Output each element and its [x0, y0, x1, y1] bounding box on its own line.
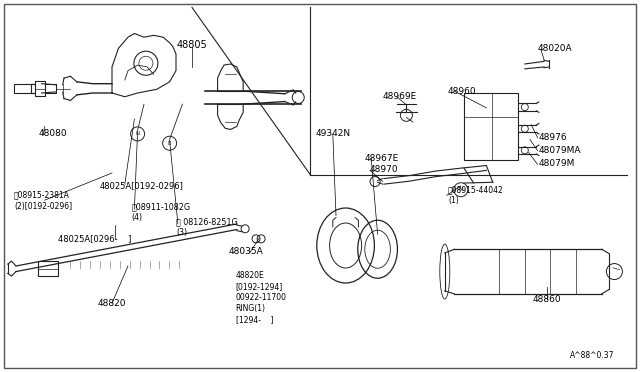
Text: 48820E
[0192-1294]
00922-11700
RING(1)
[1294-    ]: 48820E [0192-1294] 00922-11700 RING(1) […: [236, 271, 287, 324]
Text: ⓜ08915-44042
(1): ⓜ08915-44042 (1): [448, 185, 504, 205]
Text: 48860: 48860: [533, 295, 561, 304]
Text: Ⓑ 08126-8251G
(3): Ⓑ 08126-8251G (3): [176, 217, 237, 237]
Text: 49342N: 49342N: [316, 129, 350, 138]
Text: 48035A: 48035A: [229, 247, 264, 256]
Text: 48969E: 48969E: [382, 92, 417, 101]
Text: 48970: 48970: [370, 165, 399, 174]
Text: 48805: 48805: [177, 40, 207, 49]
Text: A^88^0.37: A^88^0.37: [570, 351, 614, 360]
Text: N: N: [136, 131, 140, 137]
Bar: [38, 261, 58, 276]
Text: 48820: 48820: [98, 299, 126, 308]
Bar: [35, 81, 45, 96]
Text: B: B: [168, 141, 172, 146]
Text: ⓜ08915-2381A
(2)[0192-0296]: ⓜ08915-2381A (2)[0192-0296]: [14, 191, 72, 211]
Text: 48025A[0192-0296]: 48025A[0192-0296]: [99, 182, 183, 190]
Text: 48020A: 48020A: [538, 44, 572, 53]
Text: 48967E: 48967E: [365, 154, 399, 163]
Text: 48079MA: 48079MA: [539, 146, 581, 155]
Text: M: M: [458, 187, 463, 192]
Bar: [14, 84, 56, 93]
Text: 48080: 48080: [38, 129, 67, 138]
Text: 48079M: 48079M: [539, 159, 575, 168]
Text: 48025A[0296-    ]: 48025A[0296- ]: [58, 234, 131, 243]
Text: 48976: 48976: [539, 133, 568, 142]
Bar: [464, 93, 518, 160]
Text: ⓝ08911-1082G
(4): ⓝ08911-1082G (4): [131, 202, 190, 222]
Text: 48960: 48960: [448, 87, 477, 96]
